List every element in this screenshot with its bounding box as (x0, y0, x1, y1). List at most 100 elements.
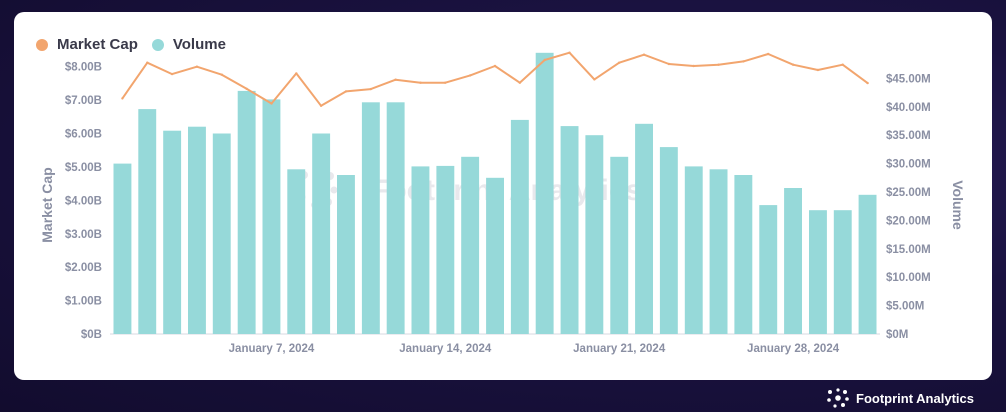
legend-dot-market-cap (36, 38, 48, 51)
volume-bar[interactable] (411, 166, 430, 334)
volume-bar[interactable] (734, 175, 753, 334)
volume-bar[interactable] (510, 119, 529, 335)
y2-axis-ticks: $0M $5.00M $10.00M $15.00M $20.00M $25.00M $30… (886, 73, 931, 341)
volume-bar[interactable] (461, 156, 480, 334)
volume-bar[interactable] (113, 163, 132, 334)
volume-bar[interactable] (188, 126, 206, 334)
volume-bar[interactable] (138, 109, 157, 334)
volume-bar[interactable] (560, 126, 579, 334)
volume-bar[interactable] (312, 133, 331, 335)
x-tick-label: January 28, 2024 (747, 343, 840, 355)
volume-bar[interactable] (361, 102, 380, 334)
volume-bar[interactable] (287, 169, 306, 334)
market-cap-point[interactable] (220, 73, 223, 76)
volume-bar[interactable] (809, 210, 827, 334)
market-cap-point[interactable] (369, 87, 372, 91)
market-cap-point[interactable] (245, 87, 248, 91)
legend-dot-volume (151, 38, 164, 51)
footprint-logo-icon (827, 388, 849, 408)
chart-legend: Market Cap Volume (36, 36, 240, 53)
x-tick-label: January 21, 2024 (573, 343, 666, 355)
x-tick-label: January 14, 2024 (399, 343, 492, 355)
y-tick-label: $2.00B (65, 262, 102, 274)
volume-bar[interactable] (163, 130, 182, 334)
market-cap-point[interactable] (121, 97, 124, 100)
market-cap-point[interactable] (170, 72, 174, 76)
y2-tick-label: $30.00M (886, 159, 931, 171)
market-cap-point[interactable] (692, 64, 695, 68)
market-cap-point[interactable] (419, 81, 422, 84)
y2-tick-label: $35.00M (886, 130, 931, 142)
market-cap-point[interactable] (767, 52, 770, 56)
market-cap-point[interactable] (841, 63, 844, 66)
market-cap-point[interactable] (568, 51, 571, 54)
market-cap-point[interactable] (518, 81, 521, 84)
market-cap-point[interactable] (742, 60, 745, 63)
y-tick-label: $7.00B (65, 95, 102, 107)
market-cap-point[interactable] (642, 53, 646, 56)
volume-bar[interactable] (833, 210, 852, 334)
legend-item-volume[interactable]: Volume (151, 36, 226, 53)
market-cap-point[interactable] (543, 58, 546, 62)
combo-chart: Footprint Analytics Market Cap Volume $0… (39, 51, 966, 355)
y2-tick-label: $10.00M (886, 272, 931, 284)
volume-bar[interactable] (262, 99, 281, 335)
market-cap-point[interactable] (195, 65, 199, 68)
y2-tick-label: $5.00M (886, 301, 924, 313)
market-cap-series-line[interactable] (121, 51, 869, 107)
market-cap-point[interactable] (791, 63, 795, 66)
market-cap-point[interactable] (469, 74, 472, 77)
y2-tick-label: $15.00M (886, 244, 931, 256)
y-axis-ticks: $0B $1.00B $2.00B $3.00B $4.00B $5.00B $6.00B $… (65, 62, 102, 341)
volume-bar[interactable] (212, 133, 231, 335)
market-cap-point[interactable] (816, 68, 820, 72)
y-axis-title: Market Cap (39, 167, 55, 242)
y2-tick-label: $0M (886, 329, 908, 341)
y-tick-label: $4.00B (65, 195, 102, 207)
volume-bars (113, 52, 877, 335)
market-cap-point[interactable] (493, 64, 497, 68)
market-cap-point[interactable] (667, 62, 671, 66)
market-cap-point[interactable] (319, 104, 323, 108)
volume-bar[interactable] (237, 90, 256, 335)
y2-tick-label: $45.00M (886, 73, 931, 85)
volume-bar[interactable] (709, 169, 728, 334)
volume-bar[interactable] (585, 135, 604, 334)
legend-item-market-cap[interactable]: Market Cap (36, 36, 138, 53)
x-axis-ticks: January 7, 2024 January 14, 2024 January 2… (229, 343, 840, 355)
y-tick-label: $3.00B (65, 229, 102, 241)
y-tick-label: $5.00B (65, 162, 102, 174)
y-tick-label: $6.00B (65, 129, 102, 141)
y-tick-label: $1.00B (65, 296, 102, 308)
y-tick-label: $0B (81, 329, 102, 341)
legend-label-market-cap: Market Cap (57, 36, 138, 53)
volume-bar[interactable] (858, 194, 877, 334)
market-cap-line (121, 51, 869, 108)
volume-bar[interactable] (635, 123, 653, 334)
volume-bar[interactable] (759, 205, 778, 334)
x-tick-label: January 7, 2024 (229, 343, 315, 355)
market-cap-point[interactable] (444, 81, 447, 84)
volume-bar[interactable] (436, 165, 455, 334)
market-cap-point[interactable] (295, 72, 298, 75)
volume-bar[interactable] (386, 102, 405, 334)
volume-bar[interactable] (486, 177, 504, 334)
market-cap-point[interactable] (717, 63, 720, 66)
market-cap-point[interactable] (593, 78, 596, 81)
brand-name: Footprint Analytics (856, 390, 974, 406)
volume-bar[interactable] (535, 52, 554, 335)
market-cap-point[interactable] (146, 61, 149, 64)
y-tick-label: $8.00B (65, 62, 102, 74)
market-cap-point[interactable] (394, 78, 397, 81)
volume-bar[interactable] (337, 175, 355, 334)
volume-bar[interactable] (784, 188, 802, 334)
volume-bar[interactable] (659, 147, 678, 334)
y2-tick-label: $20.00M (886, 215, 931, 227)
market-cap-point[interactable] (270, 102, 273, 105)
market-cap-point[interactable] (618, 61, 621, 64)
volume-bar[interactable] (684, 166, 703, 334)
y2-axis-title: Volume (950, 180, 966, 230)
market-cap-point[interactable] (344, 90, 348, 93)
market-cap-point[interactable] (866, 81, 869, 85)
volume-bar[interactable] (610, 156, 629, 334)
